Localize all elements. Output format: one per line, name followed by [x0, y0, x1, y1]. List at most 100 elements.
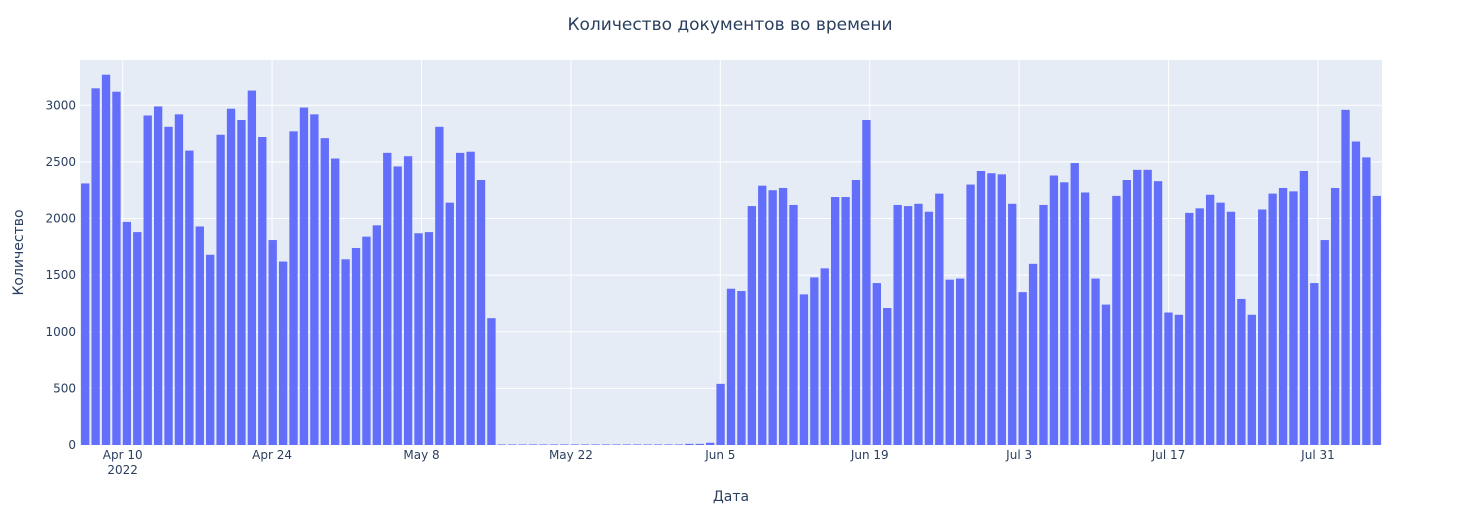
bar[interactable] — [1185, 212, 1194, 445]
bar[interactable] — [1299, 170, 1309, 445]
bar[interactable] — [539, 444, 548, 445]
bar[interactable] — [1070, 163, 1079, 445]
bar[interactable] — [966, 184, 975, 445]
bar[interactable] — [226, 108, 236, 446]
bar[interactable] — [1226, 211, 1236, 445]
bar[interactable] — [341, 259, 350, 445]
bar[interactable] — [164, 126, 173, 445]
bar[interactable] — [331, 158, 340, 445]
bar[interactable] — [799, 294, 809, 445]
bar[interactable] — [1101, 304, 1111, 445]
bar[interactable] — [747, 206, 756, 445]
bar[interactable] — [435, 126, 444, 445]
bar[interactable] — [258, 137, 267, 445]
bar[interactable] — [122, 221, 132, 445]
bar[interactable] — [143, 115, 152, 445]
bar[interactable] — [612, 444, 621, 445]
bar[interactable] — [1330, 187, 1340, 446]
bar[interactable] — [247, 90, 257, 445]
bar[interactable] — [195, 226, 204, 445]
bar[interactable] — [664, 444, 673, 445]
bar[interactable] — [1018, 292, 1027, 445]
bar[interactable] — [153, 106, 163, 446]
bar[interactable] — [1372, 195, 1381, 445]
bar[interactable] — [362, 236, 371, 445]
bar[interactable] — [497, 444, 507, 445]
bar[interactable] — [424, 232, 434, 445]
bar[interactable] — [935, 193, 944, 445]
bar[interactable] — [643, 444, 652, 445]
bar[interactable] — [1122, 180, 1131, 445]
bar[interactable] — [1258, 209, 1267, 445]
bar[interactable] — [456, 152, 465, 445]
bar[interactable] — [393, 166, 402, 446]
bar[interactable] — [351, 247, 361, 445]
bar[interactable] — [695, 443, 704, 445]
bar[interactable] — [372, 225, 382, 445]
bar[interactable] — [518, 444, 527, 445]
bar[interactable] — [549, 444, 559, 445]
bar[interactable] — [716, 383, 725, 445]
bar[interactable] — [903, 206, 913, 445]
bar[interactable] — [1028, 263, 1038, 445]
bar[interactable] — [872, 283, 881, 445]
bar[interactable] — [383, 152, 392, 445]
bar[interactable] — [1039, 204, 1048, 445]
bar[interactable] — [622, 444, 632, 445]
bar[interactable] — [1341, 109, 1350, 445]
bar[interactable] — [237, 120, 246, 445]
bar[interactable] — [601, 444, 611, 445]
bar[interactable] — [1362, 157, 1371, 445]
bar[interactable] — [101, 74, 111, 446]
bar[interactable] — [1195, 208, 1204, 445]
bar[interactable] — [508, 444, 517, 445]
bar[interactable] — [403, 156, 413, 445]
bar[interactable] — [1080, 192, 1090, 445]
bar[interactable] — [581, 444, 590, 445]
bar[interactable] — [560, 444, 569, 445]
bar[interactable] — [206, 254, 215, 445]
bar[interactable] — [466, 151, 475, 445]
bar[interactable] — [414, 233, 423, 445]
bar[interactable] — [299, 107, 309, 445]
bar[interactable] — [768, 190, 777, 445]
bar[interactable] — [185, 150, 194, 445]
bar[interactable] — [987, 173, 996, 445]
bar[interactable] — [789, 204, 798, 445]
bar[interactable] — [1143, 169, 1152, 445]
bar[interactable] — [778, 187, 788, 446]
bar[interactable] — [862, 120, 871, 445]
bar[interactable] — [1164, 312, 1173, 445]
bar[interactable] — [914, 203, 923, 445]
bar[interactable] — [1060, 182, 1069, 445]
bar[interactable] — [674, 444, 684, 445]
bar[interactable] — [737, 291, 746, 445]
bar[interactable] — [476, 180, 486, 445]
bar[interactable] — [726, 288, 736, 445]
bar[interactable] — [1049, 175, 1059, 446]
bar[interactable] — [91, 88, 100, 445]
bar[interactable] — [1237, 298, 1246, 445]
bar[interactable] — [1320, 240, 1329, 445]
bar[interactable] — [570, 444, 579, 445]
bar[interactable] — [945, 279, 954, 445]
bar[interactable] — [1112, 195, 1121, 445]
bar[interactable] — [830, 197, 840, 445]
bar[interactable] — [810, 277, 819, 445]
bar[interactable] — [1268, 193, 1277, 445]
bar[interactable] — [841, 197, 850, 445]
bar[interactable] — [528, 444, 538, 445]
bar[interactable] — [320, 138, 329, 445]
bar[interactable] — [268, 240, 277, 445]
bar[interactable] — [81, 183, 90, 446]
bar[interactable] — [1174, 314, 1184, 445]
bar[interactable] — [278, 261, 288, 445]
bar[interactable] — [1008, 203, 1017, 445]
bar[interactable] — [706, 442, 715, 445]
bar[interactable] — [1091, 278, 1100, 445]
bar[interactable] — [820, 268, 829, 445]
bar[interactable] — [997, 174, 1006, 445]
bar[interactable] — [133, 232, 142, 445]
bar[interactable] — [1153, 181, 1163, 446]
bar[interactable] — [633, 444, 642, 445]
